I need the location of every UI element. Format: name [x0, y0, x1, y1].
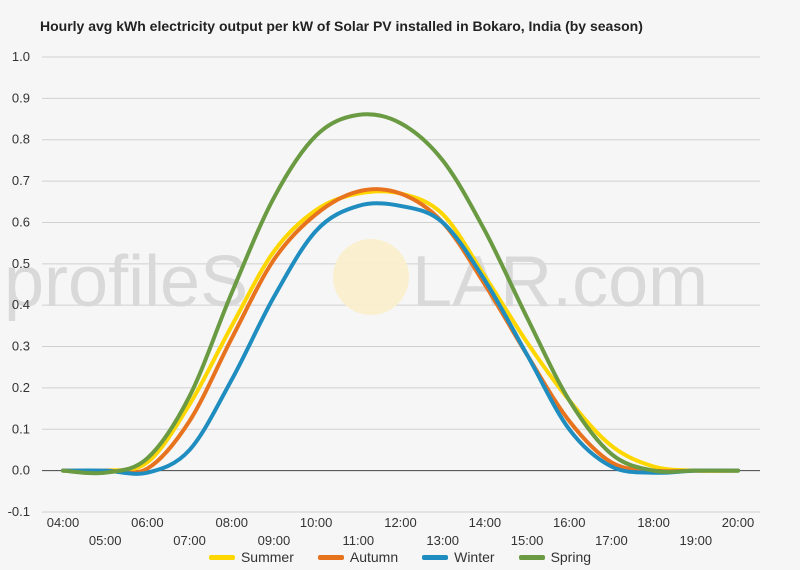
x-tick-label: 13:00 — [426, 533, 459, 548]
x-tick-label: 15:00 — [511, 533, 544, 548]
legend-label: Spring — [550, 549, 592, 565]
x-tick-label: 05:00 — [89, 533, 122, 548]
chart-title: Hourly avg kWh electricity output per kW… — [40, 18, 643, 34]
watermark: profileS LAR.com — [4, 239, 708, 322]
y-tick-label: 0.8 — [12, 132, 30, 147]
x-tick-label: 20:00 — [722, 515, 755, 530]
legend-item-spring: Spring — [518, 549, 592, 565]
x-tick-label: 18:00 — [637, 515, 670, 530]
y-tick-label: 0.4 — [12, 297, 30, 312]
series-line-winter — [61, 201, 740, 476]
x-axis-ticks: 04:00 05:00 06:00 07:00 08:00 09:00 10:00 11:00… — [47, 515, 755, 548]
watermark-text-left: profileS — [4, 242, 248, 322]
x-tick-label: 17:00 — [595, 533, 628, 548]
x-tick-label: 16:00 — [553, 515, 586, 530]
grid-lines — [42, 56, 760, 513]
legend-swatch — [422, 554, 449, 560]
y-tick-label: 0.0 — [12, 463, 30, 478]
legend-label: Winter — [454, 549, 495, 565]
y-tick-label: 0.5 — [12, 256, 30, 271]
watermark-text-right: LAR.com — [412, 242, 708, 322]
y-tick-label: 0.3 — [12, 339, 30, 354]
x-tick-label: 09:00 — [258, 533, 291, 548]
legend-swatch — [208, 554, 235, 560]
series-lines — [61, 112, 740, 476]
y-tick-label: 1.0 — [12, 49, 30, 64]
legend-swatch — [317, 554, 344, 560]
y-axis-ticks: -0.1 0.0 0.1 0.2 0.3 0.4 0.5 0.6 0.7 0.8 0.9 1.0 — [8, 49, 30, 519]
y-tick-label: 0.1 — [12, 421, 30, 436]
legend: Summer Autumn Winter Spring — [0, 549, 800, 565]
x-tick-label: 10:00 — [300, 515, 333, 530]
y-tick-label: -0.1 — [8, 504, 30, 519]
y-tick-label: 0.9 — [12, 90, 30, 105]
x-tick-label: 08:00 — [215, 515, 248, 530]
x-tick-label: 11:00 — [343, 533, 375, 548]
watermark-sun — [333, 239, 409, 315]
legend-item-autumn: Autumn — [317, 549, 399, 565]
x-tick-label: 19:00 — [680, 533, 713, 548]
x-tick-label: 14:00 — [469, 515, 502, 530]
x-tick-label: 04:00 — [47, 515, 80, 530]
y-tick-label: 0.7 — [12, 173, 30, 188]
y-tick-label: 0.2 — [12, 380, 30, 395]
y-tick-label: 0.6 — [12, 214, 30, 229]
x-tick-label: 12:00 — [384, 515, 417, 530]
legend-label: Autumn — [349, 549, 399, 565]
legend-label: Summer — [240, 549, 294, 565]
legend-item-winter: Winter — [422, 549, 495, 565]
x-tick-label: 07:00 — [173, 533, 206, 548]
x-tick-label: 06:00 — [131, 515, 164, 530]
legend-swatch — [518, 554, 545, 560]
series-line-spring — [61, 112, 740, 476]
series-line-autumn — [61, 187, 740, 475]
legend-item-summer: Summer — [208, 549, 294, 565]
